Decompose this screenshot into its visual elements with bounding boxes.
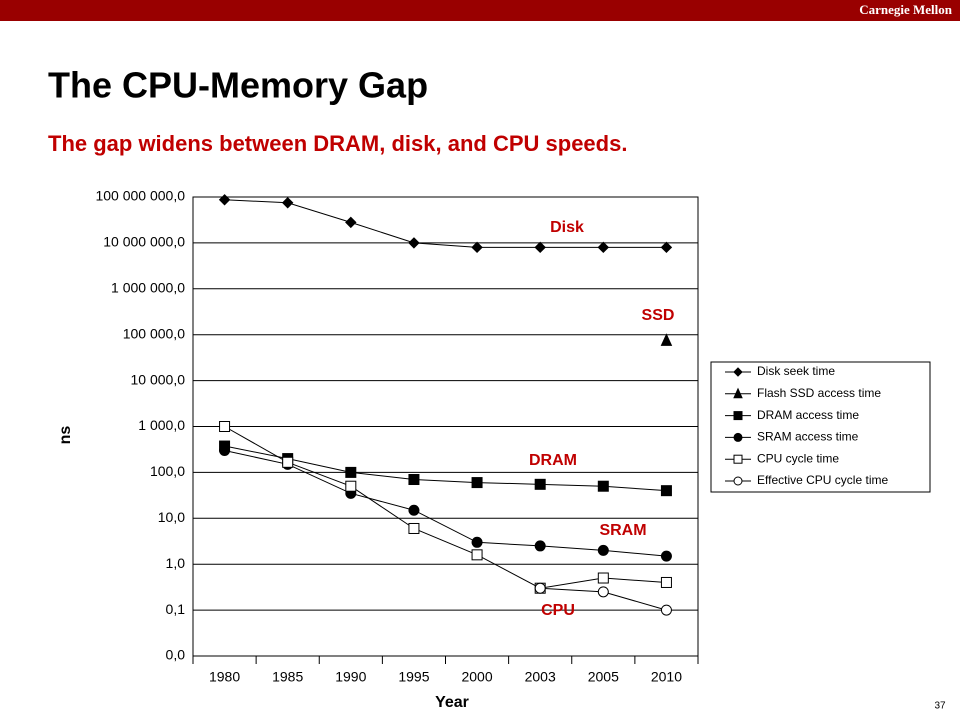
data-point — [660, 241, 673, 254]
series-line — [224, 426, 667, 589]
data-point — [660, 604, 672, 616]
page-number: 37 — [934, 701, 946, 712]
data-point — [345, 480, 357, 492]
header-bar — [0, 0, 960, 21]
legend-marker — [733, 411, 743, 421]
slide-title: The CPU-Memory Gap — [48, 65, 428, 106]
y-tick-label: 1 000 000,0 — [111, 280, 185, 296]
data-point — [282, 456, 294, 468]
annotation: CPU — [541, 602, 575, 619]
data-point — [660, 576, 672, 588]
data-point — [660, 333, 673, 346]
data-point — [345, 216, 357, 229]
x-tick-label: 2005 — [588, 669, 619, 685]
annotation: SSD — [642, 307, 675, 324]
data-point — [534, 478, 546, 490]
legend-item: CPU cycle time — [757, 451, 839, 465]
legend-item: Disk seek time — [757, 364, 835, 378]
x-tick-label: 1995 — [398, 669, 429, 685]
y-tick-label: 0,0 — [166, 647, 186, 663]
y-tick-label: 10 000,0 — [131, 371, 186, 387]
slide-subtitle: The gap widens between DRAM, disk, and C… — [48, 131, 627, 156]
annotation: DRAM — [529, 452, 577, 469]
legend-marker — [733, 367, 743, 377]
data-point — [471, 477, 483, 489]
data-point — [408, 474, 420, 486]
y-tick-label: 100 000,0 — [123, 325, 185, 341]
data-point — [660, 485, 672, 497]
data-point — [597, 544, 609, 556]
y-tick-label: 0,1 — [166, 601, 186, 617]
legend-marker — [733, 454, 743, 464]
data-point — [534, 582, 546, 594]
legend-marker — [733, 476, 743, 486]
data-point — [471, 241, 483, 254]
y-axis-label: ns — [57, 426, 74, 445]
data-point — [597, 241, 610, 254]
data-point — [660, 550, 672, 562]
data-point — [408, 237, 420, 249]
x-tick-label: 2003 — [525, 669, 556, 685]
legend-item: Flash SSD access time — [757, 386, 881, 400]
legend-item: Effective CPU cycle time — [757, 473, 888, 487]
data-point — [408, 504, 420, 516]
x-tick-label: 1980 — [209, 669, 240, 685]
x-tick-label: 2010 — [651, 669, 682, 685]
data-point — [597, 480, 609, 492]
legend-item: DRAM access time — [757, 408, 859, 422]
series-line — [224, 445, 667, 492]
legend-box — [710, 361, 931, 493]
data-point — [471, 549, 483, 561]
series-line — [224, 450, 667, 557]
data-point — [345, 466, 357, 478]
data-point — [408, 522, 420, 534]
series-line — [224, 199, 667, 248]
x-tick-label: 1990 — [335, 669, 366, 685]
legend-item: SRAM access time — [757, 430, 859, 444]
legend-marker — [733, 387, 743, 399]
x-axis-label: Year — [435, 694, 469, 711]
data-point — [471, 536, 483, 548]
y-tick-label: 1 000,0 — [138, 417, 185, 433]
data-point — [597, 586, 609, 598]
data-point — [534, 540, 546, 552]
annotation: SRAM — [599, 522, 646, 539]
annotation: Disk — [550, 219, 584, 236]
data-point — [281, 197, 294, 209]
data-point — [534, 241, 546, 254]
brand: Carnegie Mellon — [859, 2, 953, 17]
y-tick-label: 100,0 — [150, 463, 185, 479]
y-tick-label: 100 000 000,0 — [95, 188, 185, 204]
data-point — [218, 194, 231, 206]
legend-marker — [733, 432, 743, 442]
data-point — [597, 572, 609, 584]
y-tick-label: 10 000 000,0 — [103, 234, 185, 250]
y-tick-label: 10,0 — [158, 509, 185, 525]
y-tick-label: 1,0 — [166, 555, 186, 571]
data-point — [219, 421, 231, 432]
data-point — [219, 445, 231, 457]
x-tick-label: 2000 — [461, 669, 492, 685]
x-tick-label: 1985 — [272, 669, 303, 685]
